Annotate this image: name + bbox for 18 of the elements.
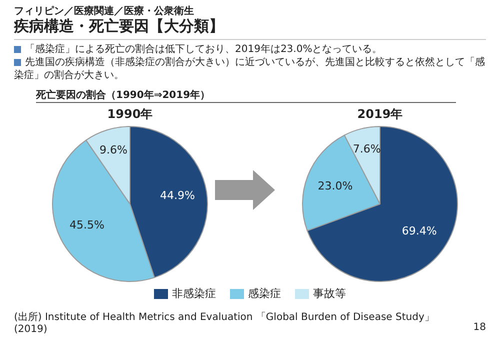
text: 「感染症」による死亡の割合は低下しており、2019年は23.0%となっている。	[24, 43, 384, 56]
data-label: 7.6%	[352, 142, 381, 156]
chart-title: 1990年	[106, 106, 154, 123]
legend-label: 非感染症	[171, 286, 216, 301]
legend-label: 感染症	[247, 286, 281, 301]
data-label: 23.0%	[318, 179, 353, 192]
data-label: 44.9%	[160, 189, 195, 202]
data-label: 69.4%	[402, 224, 437, 238]
legend-label: 事故等	[312, 286, 346, 301]
text: フィリピン／医療関連／医療・公衆衛生	[14, 4, 194, 18]
chart-title: 2019年	[356, 106, 404, 123]
data-label: 9.6%	[99, 144, 128, 157]
text: 18	[473, 322, 486, 333]
text: 死亡要因の割合（1990年⇒2019年）	[36, 88, 210, 102]
text: (出所) Institute of Health Metrics and Evaluation 「Global Burden of Disease Study」(2019)	[14, 312, 436, 336]
text: 先進国の疾病構造（非感染症の割合が大きい）に近づいているが、先進国と比較すると依然として「感染症」の割合が大きい。	[14, 56, 486, 82]
data-label: 45.5%	[70, 218, 104, 232]
text: 疾病構造・死亡要因【大分類】	[14, 17, 224, 36]
